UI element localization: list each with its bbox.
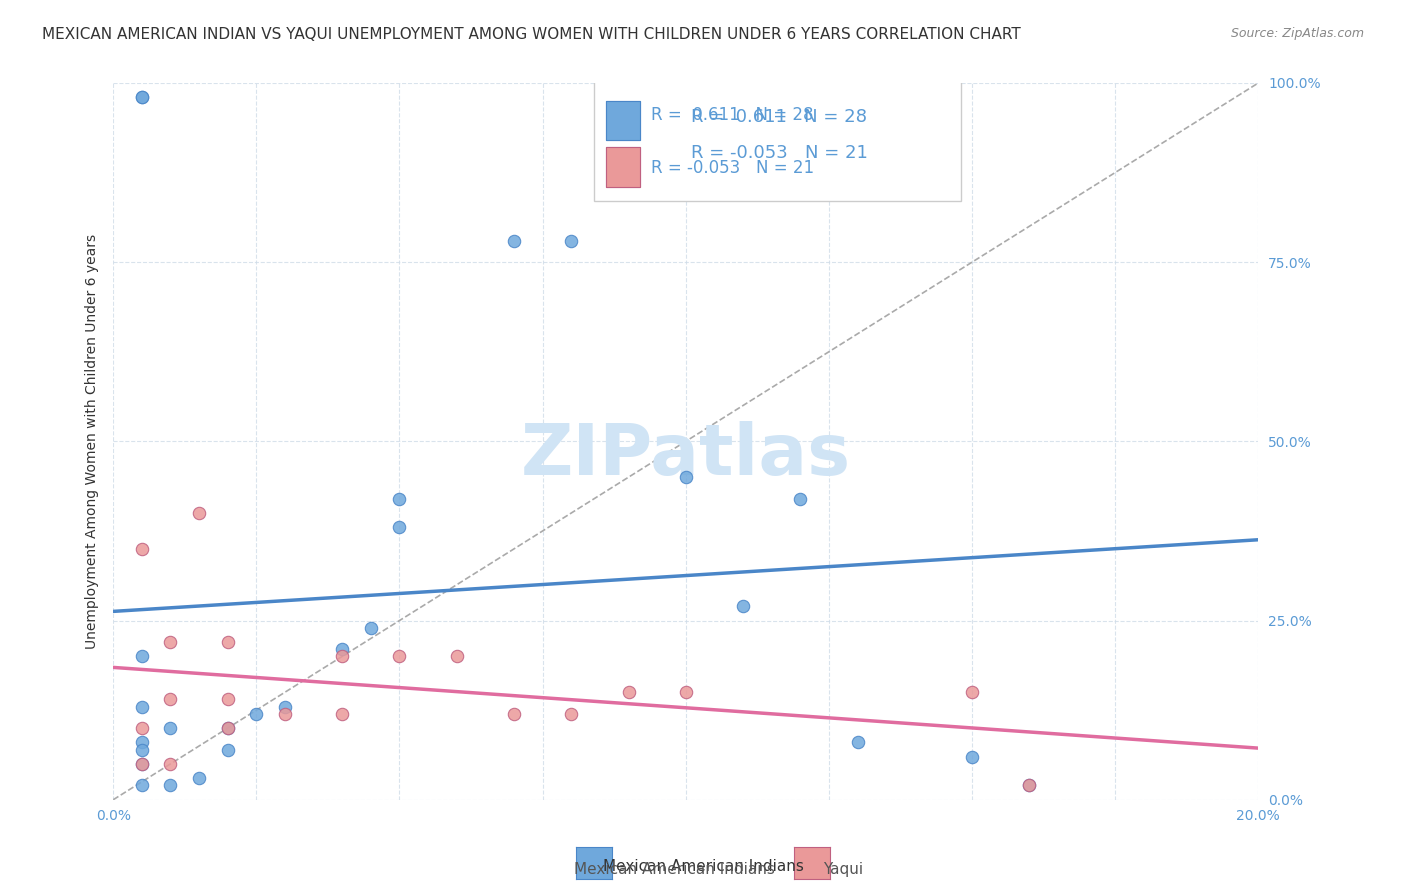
Yaqui — [274, 706, 297, 721]
Yaqui — [330, 649, 353, 664]
Mexican American Indians — [789, 491, 811, 506]
Mexican American Indians — [675, 470, 697, 484]
Y-axis label: Unemployment Among Women with Children Under 6 years: Unemployment Among Women with Children U… — [86, 234, 100, 648]
Yaqui — [1018, 779, 1040, 793]
Mexican American Indians — [330, 642, 353, 657]
Mexican American Indians — [1018, 779, 1040, 793]
Mexican American Indians — [217, 742, 239, 756]
Mexican American Indians — [245, 706, 267, 721]
Mexican American Indians — [360, 621, 382, 635]
Mexican American Indians — [217, 721, 239, 735]
Yaqui — [217, 635, 239, 649]
FancyBboxPatch shape — [606, 101, 640, 140]
Yaqui — [217, 721, 239, 735]
Text: Mexican American Indians: Mexican American Indians — [603, 859, 803, 874]
Yaqui — [388, 649, 411, 664]
Mexican American Indians — [388, 520, 411, 534]
Text: Source: ZipAtlas.com: Source: ZipAtlas.com — [1230, 27, 1364, 40]
Yaqui — [446, 649, 468, 664]
Yaqui — [330, 706, 353, 721]
Yaqui — [560, 706, 582, 721]
Mexican American Indians — [560, 234, 582, 248]
FancyBboxPatch shape — [606, 147, 640, 187]
Yaqui — [217, 692, 239, 706]
Yaqui — [159, 756, 181, 771]
Yaqui — [131, 541, 153, 556]
Yaqui — [960, 685, 983, 699]
Mexican American Indians — [131, 90, 153, 104]
Mexican American Indians — [388, 491, 411, 506]
Yaqui — [503, 706, 526, 721]
Text: ZIPatlas: ZIPatlas — [520, 421, 851, 491]
FancyBboxPatch shape — [595, 79, 960, 202]
Text: R = -0.053   N = 21: R = -0.053 N = 21 — [692, 144, 869, 161]
Mexican American Indians — [131, 779, 153, 793]
Text: R =  0.611   N = 28: R = 0.611 N = 28 — [651, 106, 814, 124]
Mexican American Indians — [731, 599, 754, 614]
Mexican American Indians — [960, 749, 983, 764]
Mexican American Indians — [188, 771, 211, 785]
Mexican American Indians — [131, 742, 153, 756]
Text: R =  0.611   N = 28: R = 0.611 N = 28 — [692, 108, 868, 126]
Text: R = -0.053   N = 21: R = -0.053 N = 21 — [651, 159, 814, 177]
Yaqui — [131, 721, 153, 735]
Mexican American Indians — [159, 779, 181, 793]
Mexican American Indians — [274, 699, 297, 714]
Mexican American Indians — [503, 234, 526, 248]
Mexican American Indians — [131, 90, 153, 104]
Yaqui — [188, 506, 211, 520]
Mexican American Indians — [131, 756, 153, 771]
Mexican American Indians — [617, 184, 640, 198]
Yaqui — [131, 756, 153, 771]
Yaqui — [159, 635, 181, 649]
Mexican American Indians — [131, 735, 153, 749]
Text: Mexican American Indians: Mexican American Indians — [575, 863, 775, 877]
Yaqui — [159, 692, 181, 706]
Mexican American Indians — [846, 735, 869, 749]
Mexican American Indians — [159, 721, 181, 735]
Yaqui — [617, 685, 640, 699]
Mexican American Indians — [131, 649, 153, 664]
Yaqui — [675, 685, 697, 699]
Text: Yaqui: Yaqui — [824, 863, 863, 877]
Mexican American Indians — [131, 699, 153, 714]
Text: MEXICAN AMERICAN INDIAN VS YAQUI UNEMPLOYMENT AMONG WOMEN WITH CHILDREN UNDER 6 : MEXICAN AMERICAN INDIAN VS YAQUI UNEMPLO… — [42, 27, 1021, 42]
